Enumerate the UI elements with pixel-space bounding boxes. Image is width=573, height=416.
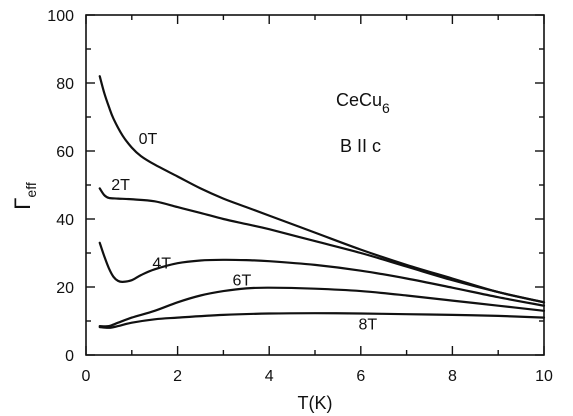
y-axis-label-sub: eff bbox=[23, 182, 39, 197]
compound-main: CeCu bbox=[336, 90, 382, 110]
field-direction-annotation: B II c bbox=[340, 136, 381, 156]
y-axis-label: Γeff bbox=[10, 182, 39, 210]
series-line-6t bbox=[98, 286, 546, 328]
y-tick-label: 40 bbox=[56, 212, 74, 229]
y-tick-label: 20 bbox=[56, 280, 74, 297]
y-axis-label-main: Γ bbox=[10, 198, 35, 210]
x-axis-label: T(K) bbox=[298, 393, 333, 413]
curve-label-8t: 8T bbox=[359, 317, 378, 334]
curve-label-2t: 2T bbox=[111, 177, 130, 194]
curve-label-0t: 0T bbox=[139, 131, 158, 148]
x-tick-label: 10 bbox=[535, 368, 553, 385]
svg-text:Γeff: Γeff bbox=[10, 182, 39, 210]
series-line-4t bbox=[98, 241, 546, 307]
curve-label-6t: 6T bbox=[233, 272, 252, 289]
series-line-0t bbox=[98, 75, 546, 304]
curves bbox=[98, 75, 546, 329]
y-tick-label: 100 bbox=[47, 8, 74, 25]
curve-labels: 0T 2T 4T 6T 8T bbox=[111, 131, 377, 333]
compound-annotation: CeCu6 bbox=[336, 90, 390, 116]
x-tick-label: 4 bbox=[265, 368, 274, 385]
x-tick-label: 6 bbox=[356, 368, 365, 385]
compound-sub: 6 bbox=[382, 100, 390, 116]
y-tick-label: 80 bbox=[56, 76, 74, 93]
curve-label-4t: 4T bbox=[152, 255, 171, 272]
y-tick-label: 0 bbox=[65, 348, 74, 365]
x-tick-label: 2 bbox=[173, 368, 182, 385]
axis-ticks bbox=[85, 14, 545, 356]
x-tick-label: 0 bbox=[82, 368, 91, 385]
series-line-8t bbox=[98, 312, 546, 329]
series-line-2t bbox=[98, 187, 546, 304]
x-tick-label: 8 bbox=[448, 368, 457, 385]
y-tick-label: 60 bbox=[56, 144, 74, 161]
